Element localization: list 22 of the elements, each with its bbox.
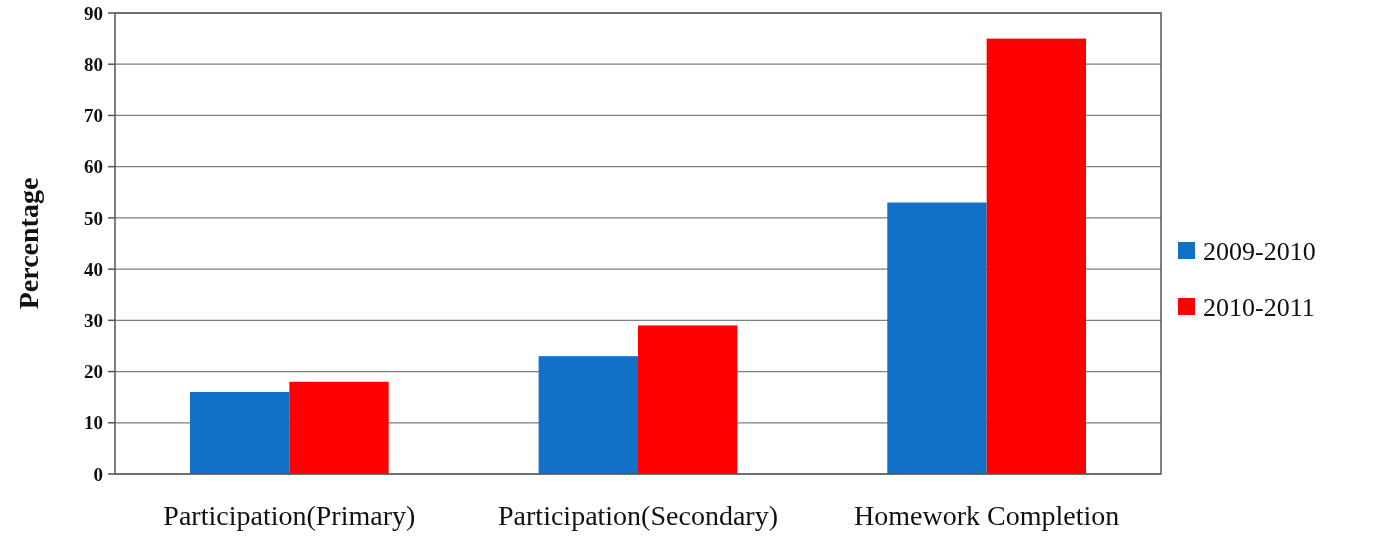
legend-label: 2010-2011 [1203, 293, 1315, 323]
y-tick-label: 60 [84, 156, 103, 178]
y-tick-label: 70 [84, 105, 103, 127]
y-tick-label: 50 [84, 207, 103, 229]
x-tick-label: Participation(Primary) [163, 500, 416, 531]
legend-label: 2009-2010 [1203, 237, 1316, 267]
bar [986, 38, 1087, 474]
x-tick-label: Participation(Secondary) [498, 500, 778, 531]
y-tick-label: 10 [84, 412, 103, 434]
y-axis-title: Percentage [13, 177, 44, 310]
bar [887, 202, 987, 474]
y-tick-label: 0 [93, 463, 103, 485]
bar [289, 381, 389, 474]
bar [538, 356, 638, 474]
y-tick-label: 30 [84, 309, 103, 331]
y-tick-label: 90 [84, 2, 103, 24]
bar [638, 325, 738, 474]
x-tick-label: Homework Completion [854, 500, 1120, 531]
y-tick-label: 20 [84, 361, 103, 383]
bar [189, 392, 290, 474]
y-tick-label: 40 [84, 258, 103, 280]
y-tick-label: 80 [84, 53, 103, 75]
